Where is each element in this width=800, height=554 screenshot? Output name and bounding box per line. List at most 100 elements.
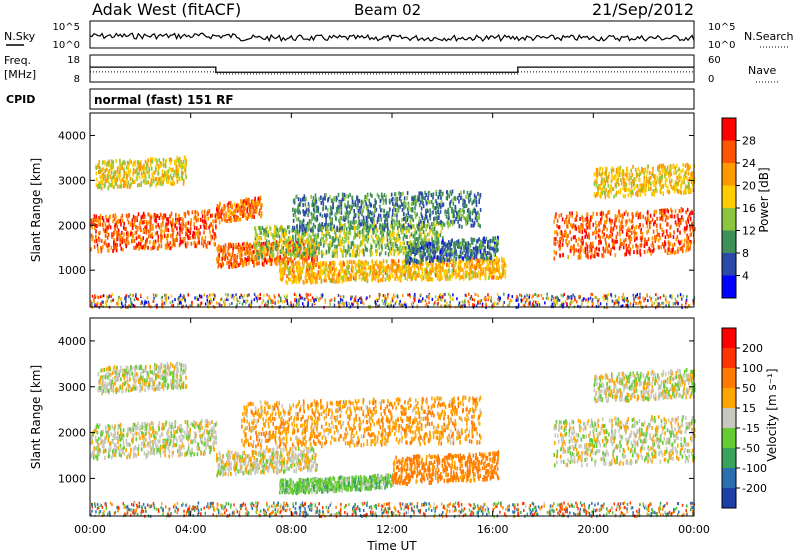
- data-cell: [263, 228, 265, 233]
- data-cell: [319, 267, 322, 272]
- data-cell: [314, 204, 316, 209]
- data-cell: [453, 263, 456, 268]
- data-cell: [395, 222, 398, 227]
- data-cell: [143, 220, 146, 225]
- data-cell: [579, 294, 581, 298]
- data-cell: [398, 191, 400, 196]
- data-cell: [174, 159, 176, 164]
- data-cell: [343, 230, 346, 235]
- data-cell: [397, 259, 400, 264]
- data-cell: [186, 232, 188, 237]
- data-cell: [590, 297, 593, 301]
- data-cell: [441, 266, 443, 271]
- data-cell: [331, 274, 334, 278]
- data-cell: [319, 270, 322, 274]
- data-cell: [414, 237, 416, 242]
- data-cell: [331, 236, 333, 241]
- data-cell: [408, 271, 411, 276]
- data-cell: [396, 264, 398, 269]
- data-cell: [532, 300, 535, 304]
- data-cell: [291, 240, 293, 245]
- data-cell: [258, 261, 260, 266]
- data-cell: [228, 252, 230, 257]
- data-cell: [295, 303, 298, 307]
- data-cell: [479, 257, 481, 262]
- power-heatmap: [90, 155, 696, 310]
- data-cell: [602, 296, 604, 299]
- data-cell: [222, 253, 224, 258]
- data-cell: [201, 219, 204, 224]
- data-cell: [222, 300, 225, 304]
- data-cell: [363, 252, 365, 257]
- data-cell: [451, 263, 453, 268]
- data-cell: [106, 167, 108, 172]
- data-cell: [475, 257, 477, 262]
- data-cell: [401, 202, 403, 207]
- data-cell: [180, 301, 182, 305]
- data-cell: [148, 213, 151, 218]
- data-cell: [309, 264, 312, 269]
- data-cell: [317, 223, 320, 228]
- data-cell: [261, 251, 264, 256]
- data-cell: [421, 270, 423, 274]
- data-cell: [517, 303, 520, 307]
- data-cell: [90, 247, 92, 252]
- data-cell: [211, 213, 213, 218]
- data-cell: [431, 222, 433, 227]
- data-cell: [106, 230, 108, 234]
- data-cell: [138, 166, 140, 171]
- data-cell: [316, 255, 318, 260]
- data-cell: [555, 301, 558, 305]
- data-cell: [415, 275, 417, 280]
- data-cell: [411, 273, 413, 277]
- data-cell: [640, 304, 642, 308]
- data-cell: [286, 225, 289, 230]
- data-cell: [156, 230, 159, 235]
- data-cell: [118, 165, 121, 170]
- data-cell: [144, 214, 146, 219]
- data-cell: [297, 238, 299, 242]
- data-cell: [349, 210, 351, 214]
- data-cell: [391, 241, 393, 246]
- data-cell: [434, 199, 437, 204]
- data-cell: [364, 226, 367, 231]
- data-cell: [312, 232, 314, 236]
- data-cell: [564, 300, 567, 304]
- data-cell: [387, 302, 390, 306]
- data-cell: [294, 235, 297, 239]
- data-cell: [317, 209, 320, 214]
- data-cell: [617, 303, 620, 307]
- data-cell: [285, 297, 287, 301]
- data-cell: [105, 300, 107, 304]
- data-cell: [257, 235, 259, 240]
- data-cell: [280, 259, 283, 264]
- data-cell: [324, 193, 326, 198]
- data-cell: [316, 296, 318, 300]
- data-cell: [474, 216, 477, 221]
- data-cell: [243, 300, 246, 304]
- data-cell: [366, 296, 368, 300]
- data-cell: [374, 275, 377, 280]
- data-cell: [245, 201, 247, 206]
- data-cell: [655, 306, 657, 310]
- data-cell: [184, 172, 187, 177]
- data-cell: [458, 217, 461, 221]
- data-cell: [400, 230, 403, 235]
- data-cell: [452, 293, 454, 297]
- data-cell: [107, 175, 109, 180]
- data-cell: [449, 203, 451, 208]
- data-cell: [404, 225, 406, 230]
- data-cell: [536, 303, 538, 307]
- data-cell: [372, 238, 374, 243]
- data-cell: [157, 167, 159, 172]
- data-cell: [466, 190, 469, 195]
- data-cell: [100, 175, 103, 179]
- data-cell: [298, 202, 301, 207]
- data-cell: [324, 240, 327, 245]
- data-cell: [267, 301, 269, 305]
- data-cell: [656, 304, 658, 308]
- data-cell: [110, 170, 113, 175]
- data-cell: [308, 226, 310, 231]
- data-cell: [304, 227, 306, 232]
- data-cell: [328, 232, 330, 236]
